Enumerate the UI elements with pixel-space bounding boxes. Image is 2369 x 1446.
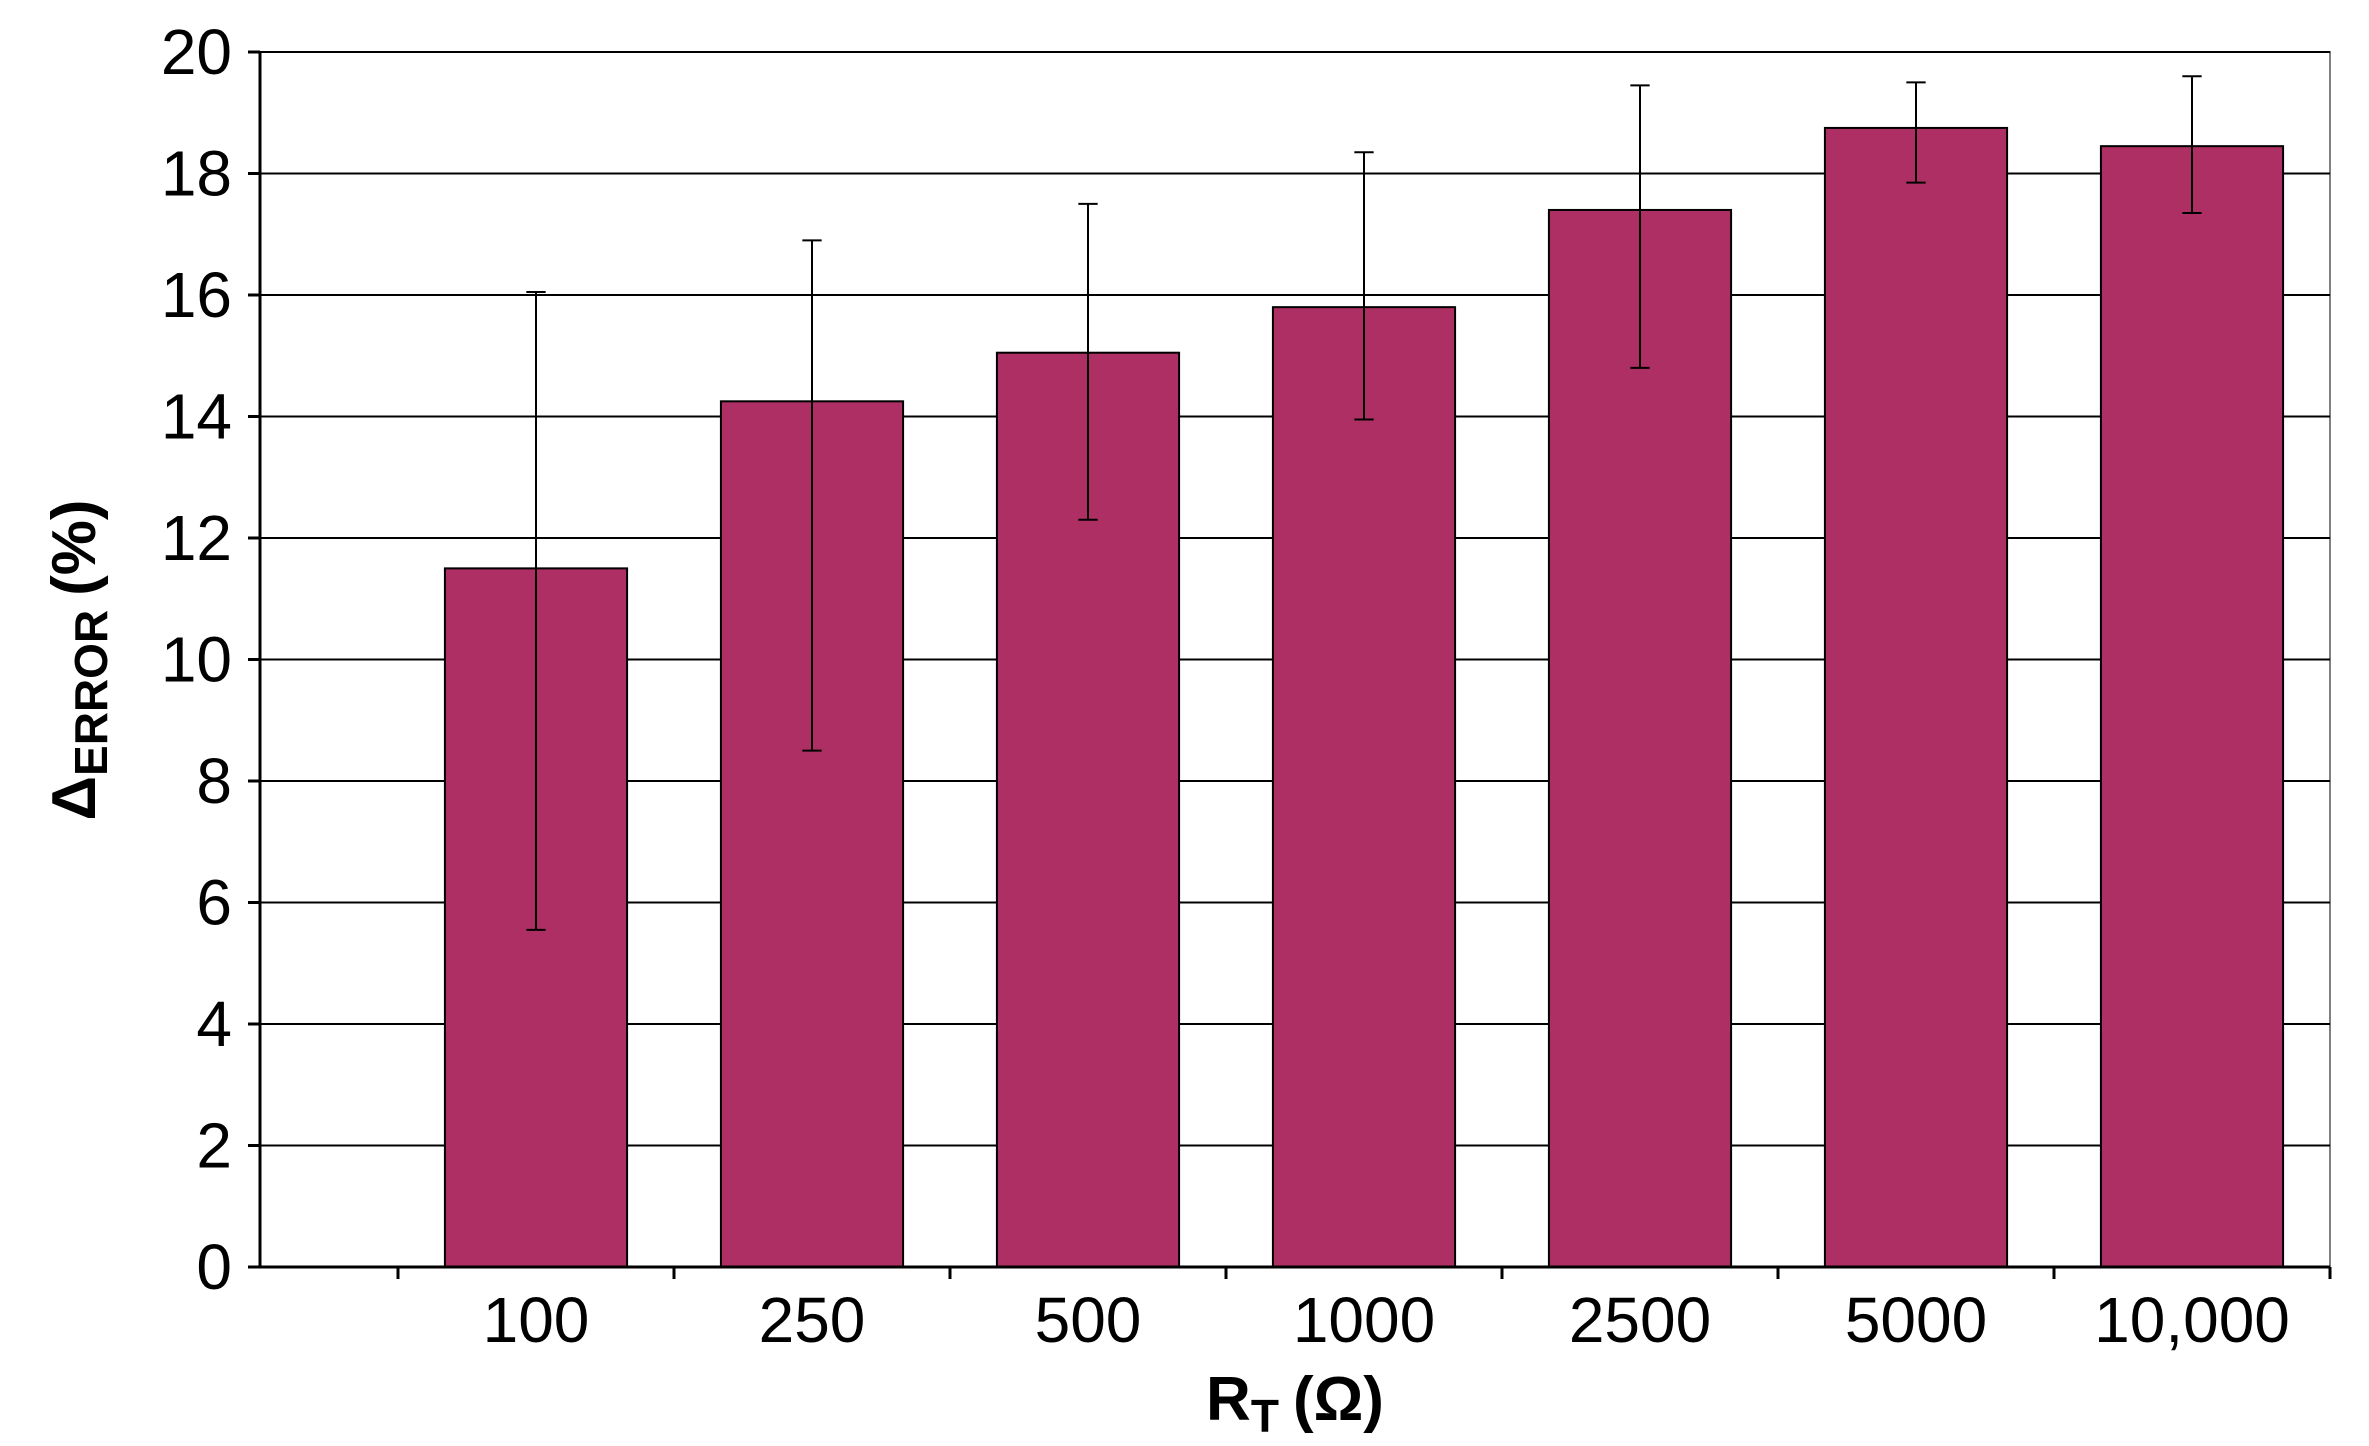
y-tick-label: 16	[161, 259, 232, 331]
bar	[1547, 208, 1733, 1269]
y-ticks: 0 2 4 6 8 10 12 14 16 18 20	[161, 16, 260, 1303]
y-axis-title-sub: ERROR	[65, 610, 117, 776]
x-tick-label: 10,000	[2094, 1284, 2290, 1356]
y-tick-label: 14	[161, 381, 232, 453]
y-tick-label: 0	[196, 1231, 232, 1303]
x-tick-label: 250	[759, 1284, 866, 1356]
y-tick-label: 4	[196, 988, 232, 1060]
x-tick-label: 100	[483, 1284, 590, 1356]
y-axis-title-unit: (%)	[40, 499, 109, 595]
x-axis-title-unit: (Ω)	[1293, 1365, 1384, 1434]
x-axis-title-main: R	[1206, 1365, 1251, 1434]
x-tick-label: 500	[1035, 1284, 1142, 1356]
y-tick-label: 8	[196, 745, 232, 817]
x-axis-title: RT (Ω)	[1206, 1365, 1384, 1442]
x-tick-label: 1000	[1293, 1284, 1435, 1356]
bar	[1823, 126, 2009, 1268]
x-tick-label: 5000	[1845, 1284, 1987, 1356]
y-tick-label: 2	[196, 1110, 232, 1182]
error-bars	[526, 75, 2202, 931]
y-tick-label: 18	[161, 138, 232, 210]
y-tick-label: 12	[161, 502, 232, 574]
bar	[2099, 145, 2285, 1269]
y-tick-label: 10	[161, 624, 232, 696]
y-axis-title: ΔERROR (%)	[40, 499, 117, 820]
x-axis-title-sub: T	[1251, 1390, 1279, 1442]
y-tick-label: 6	[196, 867, 232, 939]
x-ticks: 100 250 500 1000 2500 5000 10,000	[396, 1267, 2332, 1356]
y-axis-title-main: Δ	[40, 776, 109, 821]
y-tick-label: 20	[161, 16, 232, 88]
bar	[1271, 306, 1457, 1268]
x-tick-label: 2500	[1569, 1284, 1711, 1356]
